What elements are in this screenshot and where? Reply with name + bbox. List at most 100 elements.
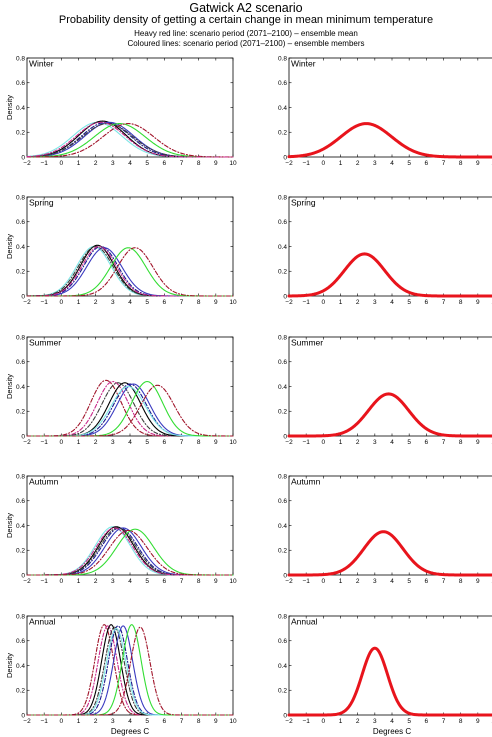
y-tick-label: 0.2	[278, 409, 287, 416]
x-tick-label: 3	[111, 299, 115, 306]
x-tick-label: 7	[442, 160, 446, 167]
y-tick-label: 0.6	[278, 219, 287, 226]
y-tick-label: 0.4	[16, 384, 25, 391]
x-tick-label: 2	[94, 299, 98, 306]
y-tick-label: 0.2	[16, 548, 25, 555]
x-tick-label: 3	[373, 439, 377, 446]
x-tick-label: 8	[459, 160, 463, 167]
x-tick-label: 0	[60, 578, 64, 585]
x-tick-label: 9	[214, 718, 218, 725]
y-tick-label: 0.6	[16, 638, 25, 645]
x-tick-label: 2	[356, 578, 360, 585]
ensemble-member-curve	[26, 247, 234, 297]
y-axis-label: Density	[5, 234, 14, 259]
x-tick-label: −2	[23, 578, 31, 585]
x-tick-label: 6	[163, 578, 167, 585]
y-tick-label: 0.6	[278, 638, 287, 645]
plot-frame-autumn-members	[26, 475, 234, 576]
x-tick-label: 5	[407, 299, 411, 306]
x-tick-label: 2	[356, 160, 360, 167]
y-tick-label: 0.8	[278, 473, 287, 480]
x-tick-label: 3	[373, 299, 377, 306]
panel-title-spring-mean: Spring	[291, 198, 316, 208]
x-tick-label: −2	[23, 299, 31, 306]
x-tick-label: 10	[229, 439, 237, 446]
plot-frame-autumn-mean	[288, 475, 492, 576]
y-tick-label: 0.8	[278, 55, 287, 62]
y-tick-label: 0.2	[278, 130, 287, 137]
panel-title-winter-mean: Winter	[291, 59, 316, 69]
x-tick-label: 3	[373, 160, 377, 167]
y-tick-label: 0.4	[278, 523, 287, 530]
ensemble-mean-curve	[287, 646, 492, 717]
x-tick-label: 6	[163, 299, 167, 306]
plot-frame-spring-mean	[288, 196, 492, 297]
x-tick-label: −1	[302, 439, 310, 446]
x-tick-label: 1	[77, 718, 81, 725]
figure-subtitle: Probability density of getting a certain…	[58, 14, 434, 26]
x-tick-label: −1	[40, 578, 48, 585]
y-axis-label: Density	[5, 374, 14, 399]
panel-title-summer-members: Summer	[29, 338, 61, 348]
x-tick-label: 4	[128, 439, 132, 446]
x-tick-label: 2	[94, 578, 98, 585]
x-tick-label: 9	[476, 718, 480, 725]
y-tick-label: 0.4	[278, 663, 287, 670]
x-tick-label: 4	[390, 439, 394, 446]
x-tick-label: 1	[77, 439, 81, 446]
x-tick-label: 2	[356, 439, 360, 446]
x-tick-label: 10	[229, 299, 237, 306]
y-tick-label: 0.6	[16, 219, 25, 226]
x-tick-label: 7	[442, 578, 446, 585]
plot-frame-annual-mean	[288, 615, 492, 716]
x-tick-label: 6	[163, 718, 167, 725]
x-tick-label: 4	[390, 299, 394, 306]
x-tick-label: 4	[390, 718, 394, 725]
x-tick-label: 0	[60, 718, 64, 725]
panel-title-annual-mean: Annual	[291, 617, 318, 627]
y-tick-label: 0.6	[278, 80, 287, 87]
y-tick-label: 0	[283, 433, 287, 440]
x-tick-label: 3	[373, 718, 377, 725]
x-tick-label: 8	[197, 578, 201, 585]
x-tick-label: 3	[111, 160, 115, 167]
y-tick-label: 0	[283, 572, 287, 579]
x-tick-label: −2	[23, 439, 31, 446]
ensemble-member-curve	[26, 121, 234, 158]
x-tick-label: 1	[339, 578, 343, 585]
x-tick-label: 5	[407, 160, 411, 167]
y-axis-label: Density	[5, 95, 14, 120]
x-tick-label: 1	[77, 160, 81, 167]
y-tick-label: 0.4	[16, 244, 25, 251]
x-tick-label: −1	[302, 718, 310, 725]
figure-title: Gatwick A2 scenario	[189, 1, 303, 15]
x-tick-label: 7	[180, 578, 184, 585]
x-tick-label: 0	[322, 160, 326, 167]
y-tick-label: 0.8	[16, 334, 25, 341]
x-tick-label: 5	[407, 578, 411, 585]
x-axis-label: Degrees C	[111, 727, 149, 736]
x-tick-label: 8	[459, 439, 463, 446]
x-tick-label: 3	[111, 439, 115, 446]
x-tick-label: 0	[322, 578, 326, 585]
x-tick-label: 9	[476, 299, 480, 306]
x-tick-label: −2	[285, 160, 293, 167]
plot-frame-winter-mean	[288, 57, 492, 158]
x-tick-label: 0	[322, 439, 326, 446]
x-tick-label: 7	[442, 299, 446, 306]
y-tick-label: 0.6	[278, 359, 287, 366]
x-tick-label: 1	[339, 160, 343, 167]
y-tick-label: 0.2	[278, 269, 287, 276]
x-tick-label: 8	[197, 299, 201, 306]
y-axis-label: Density	[5, 513, 14, 538]
x-tick-label: −2	[285, 578, 293, 585]
y-tick-label: 0	[283, 712, 287, 719]
x-tick-label: 10	[229, 160, 237, 167]
y-tick-label: 0.2	[16, 130, 25, 137]
x-tick-label: −1	[40, 718, 48, 725]
y-tick-label: 0.8	[278, 613, 287, 620]
y-tick-label: 0.4	[16, 663, 25, 670]
panel-title-spring-members: Spring	[29, 198, 54, 208]
y-tick-label: 0	[21, 433, 25, 440]
figure-note-ensemble-members: Coloured lines: scenario period (2071–21…	[127, 39, 365, 48]
